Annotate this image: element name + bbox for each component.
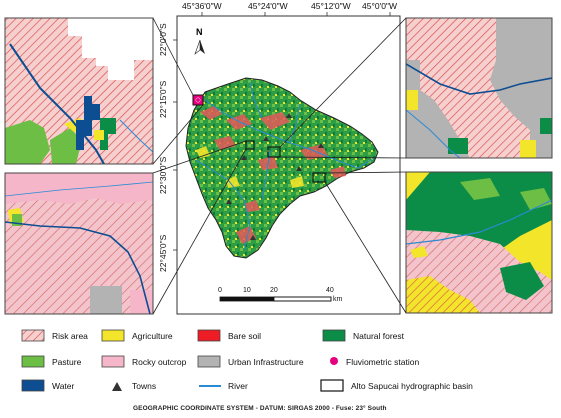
legend-label-station: Fluviometric station xyxy=(346,357,420,367)
legend-swatch-agriculture xyxy=(101,329,125,342)
legend-label-urban: Urban Infrastructure xyxy=(228,357,304,367)
legend-label-water: Water xyxy=(52,381,75,391)
coord-top-2: 45°24'0"W xyxy=(248,1,288,11)
legend-swatch-basin xyxy=(320,379,344,392)
legend-label-agriculture: Agriculture xyxy=(132,331,173,341)
scale-unit: km xyxy=(333,296,343,303)
connector-lines xyxy=(152,17,407,315)
legend-label-bare: Bare soil xyxy=(228,331,262,341)
legend-swatches xyxy=(21,329,346,392)
scale-tick-40: 40 xyxy=(326,287,334,294)
legend-label-towns: Towns xyxy=(132,381,157,391)
coord-top-3: 45°12'0"W xyxy=(311,1,351,11)
north-arrow-icon xyxy=(194,39,205,55)
legend-label-rocky: Rocky outcrop xyxy=(132,357,187,367)
coord-left-1: 22°0'0"S xyxy=(158,23,168,56)
coord-left-4: 22°45'0"S xyxy=(158,234,168,272)
coord-left-2: 22°15'0"S xyxy=(158,80,168,118)
legend-swatch-water xyxy=(21,379,45,392)
legend-swatch-bare xyxy=(197,329,221,342)
scale-tick-10: 10 xyxy=(243,287,251,294)
legend-swatch-forest xyxy=(322,329,346,342)
legend-label-pasture: Pasture xyxy=(52,357,82,367)
legend-swatch-towns xyxy=(112,382,122,391)
legend-label-risk: Risk area xyxy=(52,331,88,341)
legend-swatch-station xyxy=(330,357,338,365)
scale-bar xyxy=(219,296,332,302)
inset-bottom-left xyxy=(5,173,153,314)
legend-swatch-risk xyxy=(21,329,45,342)
main-map xyxy=(173,12,401,315)
coord-top-1: 45°36'0"W xyxy=(182,1,222,11)
inset-bottom-right xyxy=(406,172,552,313)
legend-swatch-urban xyxy=(197,355,221,368)
footer-crs-note: GEOGRAPHIC COORDINATE SYSTEM - DATUM: SI… xyxy=(133,405,387,412)
scale-tick-0: 0 xyxy=(218,287,222,294)
coord-left-3: 22°30'0"S xyxy=(158,156,168,194)
legend-label-river: River xyxy=(228,381,248,391)
legend-label-basin: Alto Sapucai hydrographic basin xyxy=(351,381,473,391)
north-label: N xyxy=(196,27,203,37)
legend-swatch-pasture xyxy=(21,355,45,368)
legend-label-forest: Natural forest xyxy=(353,331,405,341)
inset-top-left xyxy=(5,18,153,164)
scale-tick-20: 20 xyxy=(270,287,278,294)
coord-top-4: 45°0'0"W xyxy=(362,1,397,11)
legend-swatch-rocky xyxy=(101,355,125,368)
inset-top-right xyxy=(406,18,552,158)
